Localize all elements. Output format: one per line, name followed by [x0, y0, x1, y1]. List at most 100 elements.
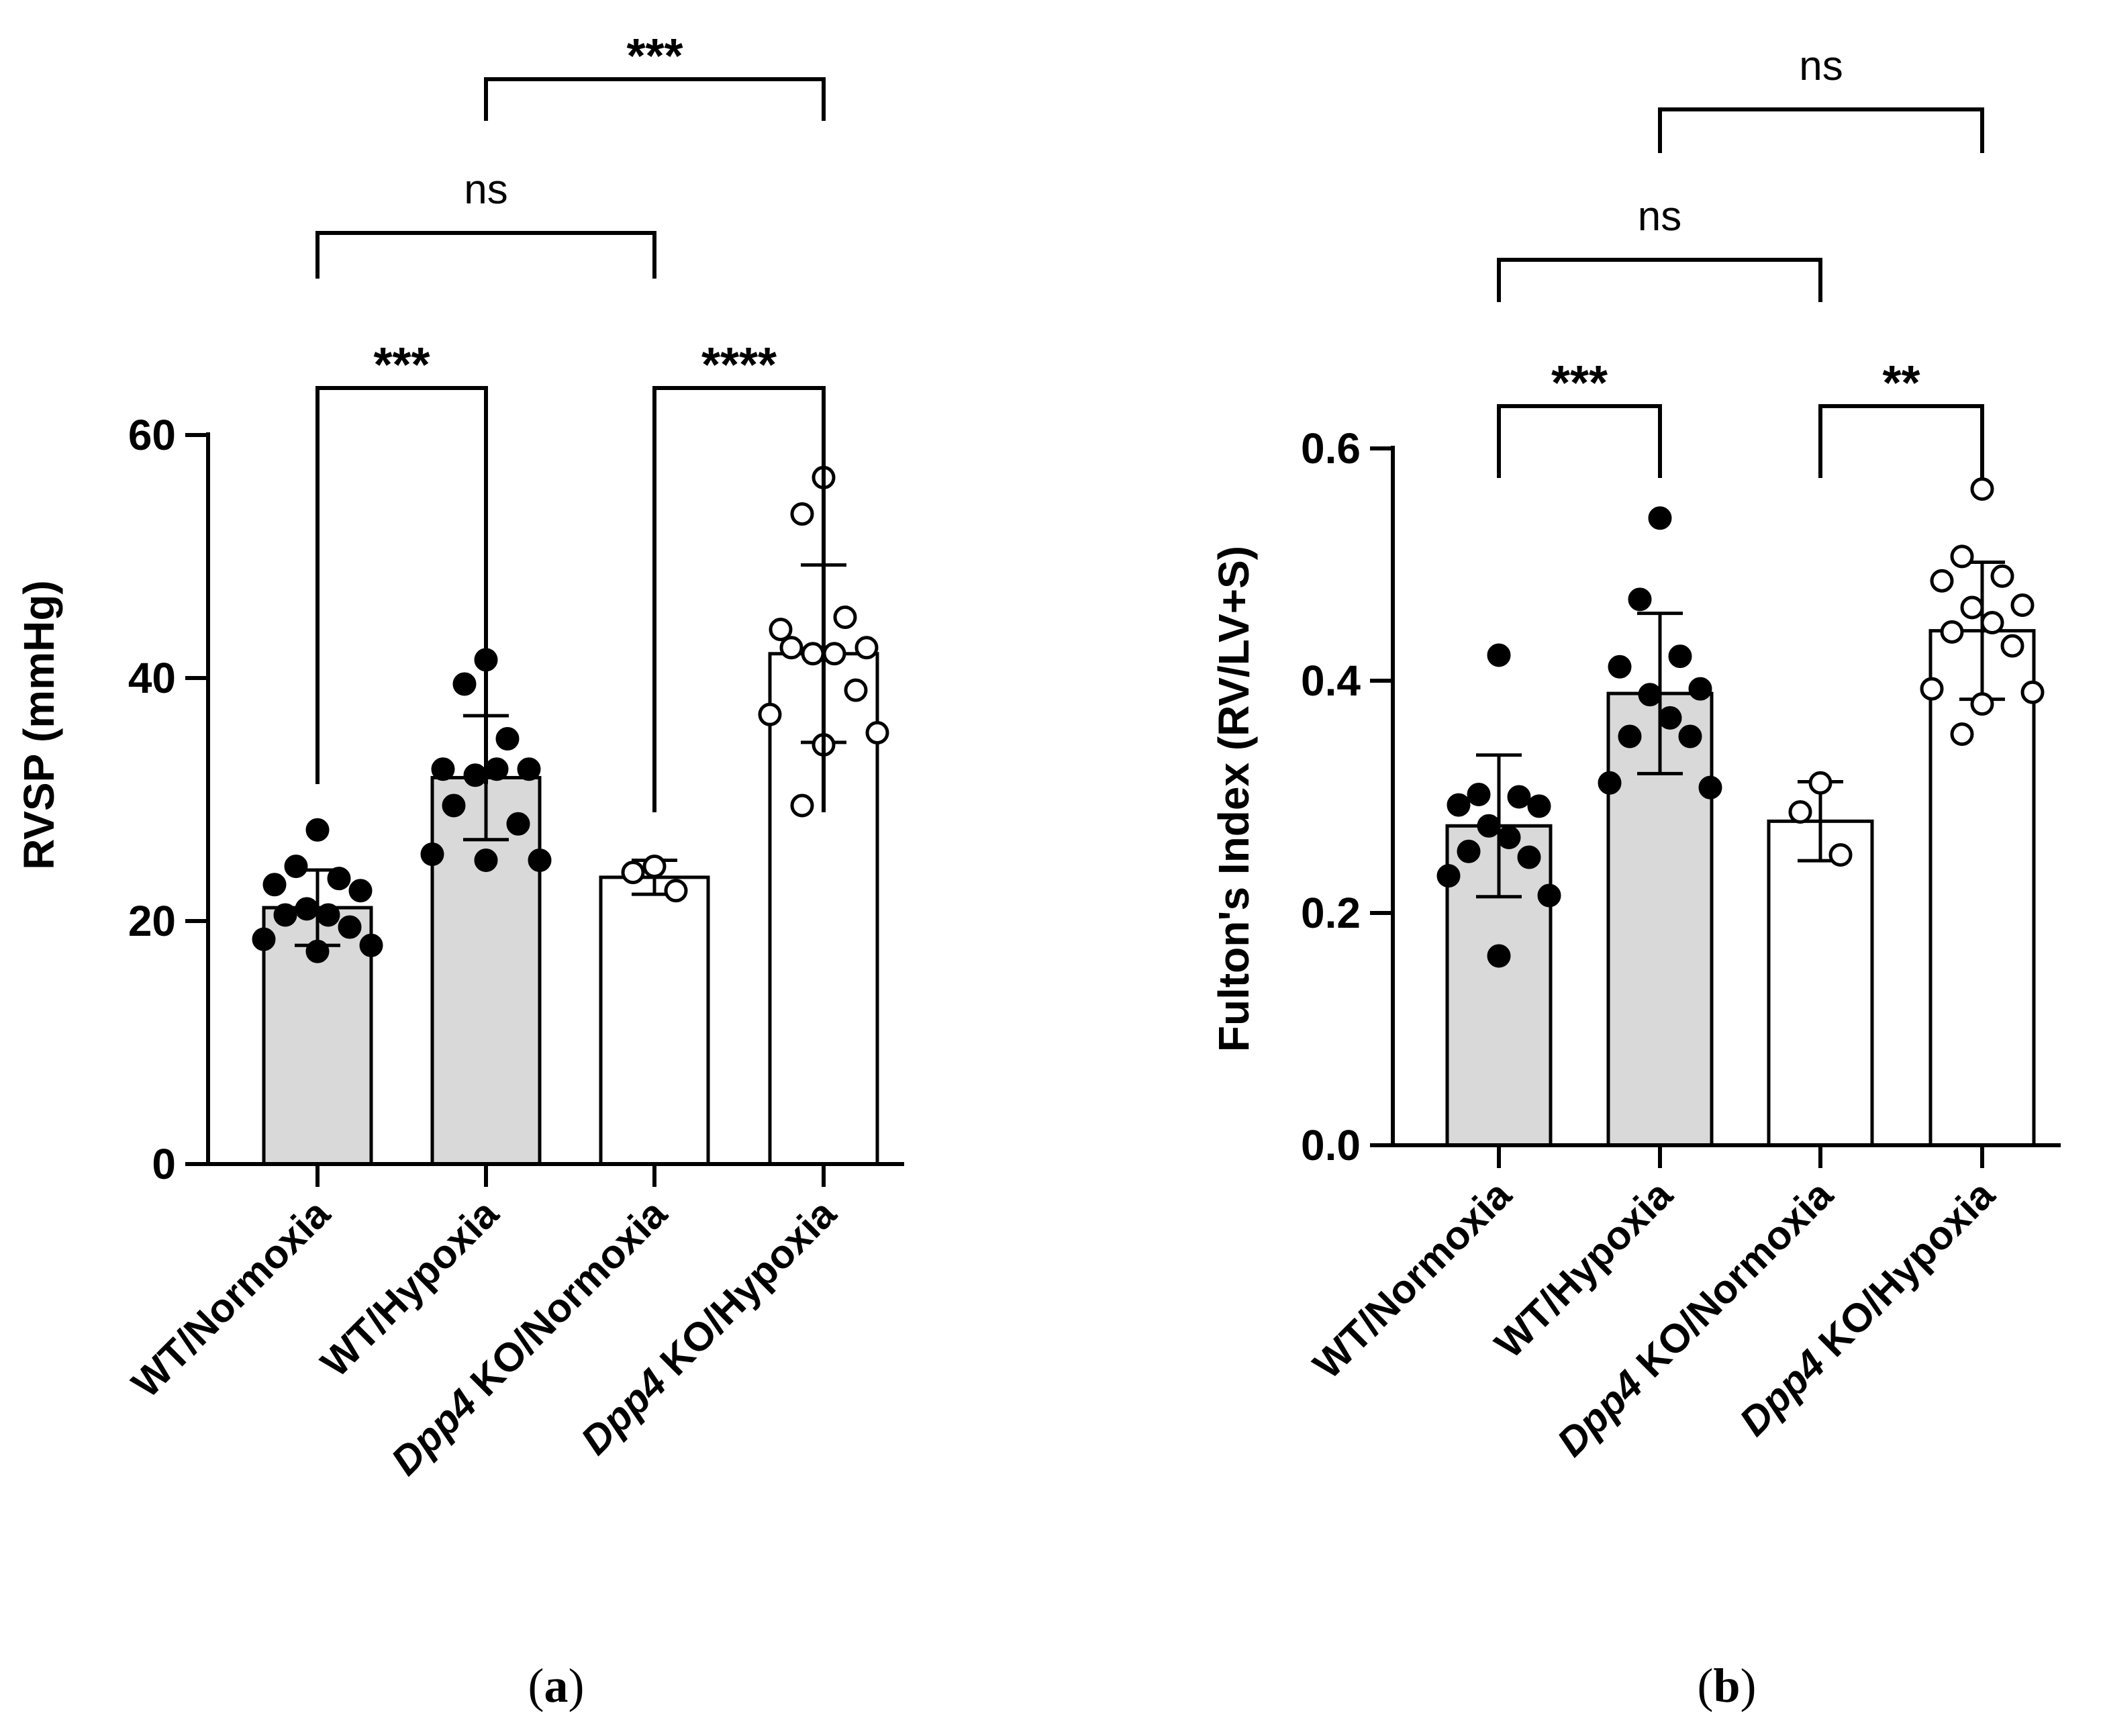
- data-point: [2020, 680, 2045, 704]
- x-tick-label-text: WT/Normoxia: [1304, 1171, 1520, 1387]
- y-tick-label: 60: [128, 411, 176, 459]
- data-point: [316, 903, 340, 927]
- data-point: [801, 642, 825, 666]
- data-point: [1970, 477, 1994, 501]
- data-point: [474, 849, 498, 872]
- data-point: [452, 672, 477, 696]
- data-point: [1507, 785, 1531, 809]
- significance-label: ****: [701, 338, 777, 392]
- data-point: [305, 939, 330, 963]
- x-tick-label-text: WT/Normoxia: [123, 1190, 338, 1406]
- bar-3: [1767, 819, 1874, 1147]
- data-point: [495, 727, 520, 751]
- data-point: [833, 606, 857, 629]
- data-point: [865, 720, 889, 744]
- data-point: [621, 861, 645, 885]
- significance-bracket: ****: [652, 338, 826, 812]
- data-point: [1467, 783, 1491, 807]
- data-point: [2000, 634, 2024, 658]
- data-point: [420, 842, 444, 866]
- significance-bracket: ns: [1658, 43, 1984, 153]
- y-tick-label: 0.6: [1301, 424, 1361, 473]
- y-axis-title: Fulton's Index (RV/LV+S): [1210, 546, 1258, 1052]
- data-point: [779, 636, 803, 660]
- data-point: [442, 793, 466, 818]
- data-point: [338, 915, 362, 939]
- data-point: [1608, 655, 1632, 679]
- data-point: [327, 867, 351, 891]
- significance-label: ns: [1799, 43, 1843, 89]
- data-point: [1950, 722, 1974, 746]
- data-point: [1537, 883, 1561, 908]
- data-point: [1447, 793, 1471, 817]
- data-point: [1527, 794, 1551, 818]
- bar-4: [1928, 629, 2036, 1147]
- data-point: [1990, 564, 2014, 588]
- y-tick-label: 40: [128, 654, 176, 702]
- x-tick-label-text: KO/Hypoxia: [644, 1190, 845, 1392]
- data-point: [1517, 845, 1541, 869]
- panel-label: (b): [1697, 1659, 1756, 1713]
- data-point: [1487, 944, 1511, 968]
- y-tick-label: 20: [128, 897, 176, 945]
- data-point: [642, 855, 667, 879]
- data-point: [822, 642, 846, 666]
- significance-label: ***: [626, 30, 683, 83]
- data-point: [844, 678, 868, 702]
- bar-3: [599, 875, 710, 1166]
- significance-bracket: ns: [315, 166, 656, 279]
- x-tick-label: Dpp4 KO/Normoxia: [1549, 1171, 1842, 1465]
- data-point: [854, 636, 879, 660]
- significance-bracket: ns: [1497, 193, 1822, 302]
- data-point: [1688, 677, 1712, 701]
- data-point: [1940, 620, 1964, 644]
- data-point: [1980, 611, 2004, 634]
- bar-2: [430, 775, 542, 1166]
- panel-label: (a): [528, 1659, 585, 1713]
- data-point: [1628, 587, 1652, 612]
- data-point: [528, 849, 552, 872]
- data-point: [1920, 677, 1944, 701]
- data-point: [1698, 775, 1722, 800]
- data-point: [431, 757, 455, 781]
- data-point: [1950, 544, 1974, 569]
- data-point: [1598, 771, 1622, 795]
- data-point: [1477, 814, 1501, 838]
- data-point: [1648, 506, 1672, 530]
- data-point: [1487, 643, 1511, 667]
- data-point: [506, 812, 530, 836]
- y-tick-label: 0: [152, 1140, 176, 1188]
- y-tick-label: 0.2: [1301, 889, 1361, 937]
- y-axis-title: RVSP (mmHg): [15, 580, 63, 870]
- data-point: [262, 873, 287, 897]
- data-point: [252, 927, 276, 951]
- y-tick-label: 0.0: [1301, 1121, 1361, 1169]
- x-tick-label: Dpp4 KO/Normoxia: [383, 1190, 676, 1484]
- data-point: [2010, 593, 2035, 618]
- significance-bracket: ***: [1497, 356, 1662, 478]
- data-point: [1668, 644, 1692, 669]
- data-point: [295, 897, 319, 921]
- data-point: [1970, 692, 1994, 716]
- data-point: [1930, 569, 1954, 593]
- data-point: [284, 855, 308, 879]
- data-point: [1788, 800, 1812, 824]
- data-point: [359, 933, 383, 957]
- data-point: [790, 502, 814, 526]
- significance-label: ns: [1638, 193, 1681, 240]
- significance-label: ***: [373, 338, 430, 392]
- x-tick-label: WT/Normoxia: [1304, 1171, 1520, 1387]
- data-point: [664, 879, 688, 903]
- data-point: [1678, 724, 1702, 749]
- data-point: [769, 618, 793, 642]
- data-point: [1457, 839, 1481, 863]
- data-point: [1618, 724, 1642, 749]
- data-point: [1808, 771, 1832, 795]
- data-point: [463, 763, 487, 787]
- data-point: [1436, 864, 1461, 888]
- significance-label: ***: [1551, 356, 1608, 410]
- data-point: [1658, 706, 1682, 730]
